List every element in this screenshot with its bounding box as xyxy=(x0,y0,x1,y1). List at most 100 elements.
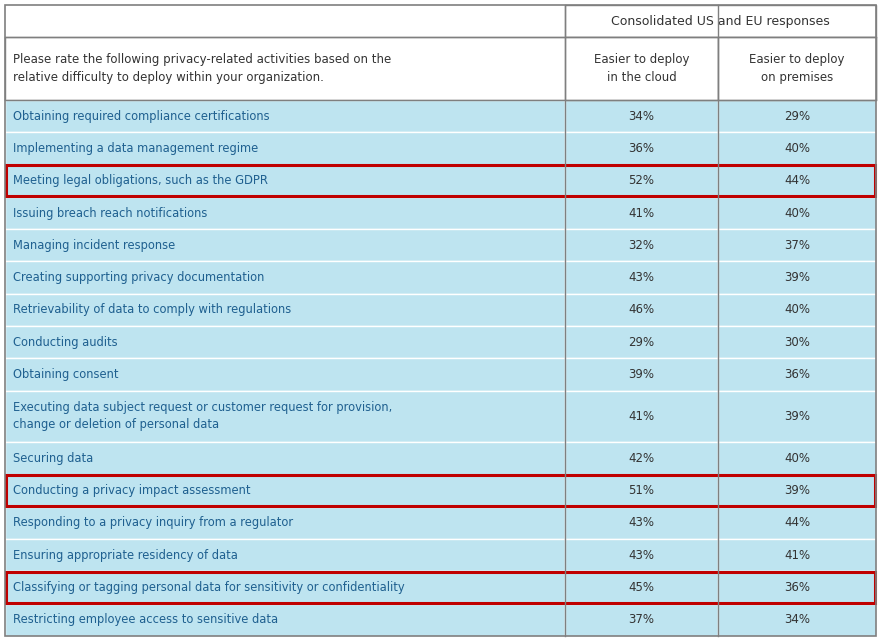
Bar xyxy=(565,5,876,37)
Bar xyxy=(718,262,876,294)
Bar xyxy=(5,539,565,571)
Bar xyxy=(565,390,718,442)
Text: Easier to deploy
in the cloud: Easier to deploy in the cloud xyxy=(594,53,689,84)
Text: Retrievability of data to comply with regulations: Retrievability of data to comply with re… xyxy=(13,303,292,317)
Bar xyxy=(718,165,876,197)
Bar xyxy=(718,390,876,442)
Text: 29%: 29% xyxy=(784,110,810,122)
Text: 46%: 46% xyxy=(628,303,655,317)
Bar xyxy=(718,442,876,474)
Text: 44%: 44% xyxy=(784,174,810,187)
Text: Executing data subject request or customer request for provision,
change or dele: Executing data subject request or custom… xyxy=(13,401,392,431)
Bar xyxy=(5,100,565,132)
Bar xyxy=(5,604,565,636)
Text: Conducting audits: Conducting audits xyxy=(13,336,118,349)
Bar xyxy=(5,165,565,197)
Text: 43%: 43% xyxy=(628,271,655,284)
Bar xyxy=(718,507,876,539)
Text: Creating supporting privacy documentation: Creating supporting privacy documentatio… xyxy=(13,271,264,284)
Text: 32%: 32% xyxy=(628,239,655,252)
Bar xyxy=(5,390,565,442)
Bar xyxy=(718,229,876,262)
Bar xyxy=(565,507,718,539)
Bar xyxy=(718,326,876,358)
Bar xyxy=(565,442,718,474)
Bar xyxy=(565,37,718,100)
Bar xyxy=(5,474,565,507)
Bar xyxy=(5,37,876,100)
Bar xyxy=(5,507,565,539)
Text: Securing data: Securing data xyxy=(13,452,93,465)
Text: 41%: 41% xyxy=(628,410,655,423)
Bar xyxy=(565,294,718,326)
Bar xyxy=(5,571,565,604)
Text: Ensuring appropriate residency of data: Ensuring appropriate residency of data xyxy=(13,549,238,562)
Text: Consolidated US and EU responses: Consolidated US and EU responses xyxy=(611,15,830,28)
Text: Managing incident response: Managing incident response xyxy=(13,239,175,252)
Text: 40%: 40% xyxy=(784,206,810,219)
Bar xyxy=(5,442,565,474)
Bar xyxy=(565,326,718,358)
Text: 29%: 29% xyxy=(628,336,655,349)
Bar xyxy=(565,165,718,197)
Bar xyxy=(5,358,565,390)
Bar xyxy=(718,358,876,390)
Text: Obtaining consent: Obtaining consent xyxy=(13,368,119,381)
Bar xyxy=(565,604,718,636)
Text: 40%: 40% xyxy=(784,142,810,155)
Bar xyxy=(718,604,876,636)
Bar xyxy=(5,294,565,326)
Text: 39%: 39% xyxy=(784,484,810,497)
Text: 40%: 40% xyxy=(784,452,810,465)
Text: 44%: 44% xyxy=(784,517,810,529)
Text: 34%: 34% xyxy=(784,613,810,626)
Text: Classifying or tagging personal data for sensitivity or confidentiality: Classifying or tagging personal data for… xyxy=(13,581,404,594)
Bar xyxy=(565,539,718,571)
Text: 52%: 52% xyxy=(628,174,655,187)
Text: 40%: 40% xyxy=(784,303,810,317)
Text: Restricting employee access to sensitive data: Restricting employee access to sensitive… xyxy=(13,613,278,626)
Bar xyxy=(718,197,876,229)
Text: 39%: 39% xyxy=(628,368,655,381)
Bar xyxy=(565,358,718,390)
Bar xyxy=(565,132,718,165)
Text: 37%: 37% xyxy=(628,613,655,626)
Text: 42%: 42% xyxy=(628,452,655,465)
Text: 39%: 39% xyxy=(784,271,810,284)
Text: 30%: 30% xyxy=(784,336,810,349)
Bar xyxy=(6,165,875,196)
Bar xyxy=(565,100,718,132)
Bar xyxy=(718,132,876,165)
Text: 43%: 43% xyxy=(628,549,655,562)
Text: 36%: 36% xyxy=(784,581,810,594)
Bar xyxy=(565,197,718,229)
Text: 41%: 41% xyxy=(628,206,655,219)
Bar xyxy=(565,474,718,507)
Bar xyxy=(718,37,876,100)
Text: 39%: 39% xyxy=(784,410,810,423)
Text: Responding to a privacy inquiry from a regulator: Responding to a privacy inquiry from a r… xyxy=(13,517,293,529)
Bar xyxy=(5,197,565,229)
Text: Obtaining required compliance certifications: Obtaining required compliance certificat… xyxy=(13,110,270,122)
Text: Easier to deploy
on premises: Easier to deploy on premises xyxy=(749,53,845,84)
Bar xyxy=(565,262,718,294)
Bar xyxy=(5,132,565,165)
Bar xyxy=(565,571,718,604)
Bar xyxy=(5,262,565,294)
Text: 36%: 36% xyxy=(784,368,810,381)
Bar xyxy=(718,100,876,132)
Bar xyxy=(565,229,718,262)
Bar xyxy=(6,572,875,603)
Bar xyxy=(718,294,876,326)
Text: Issuing breach reach notifications: Issuing breach reach notifications xyxy=(13,206,207,219)
Bar xyxy=(718,571,876,604)
Text: Meeting legal obligations, such as the GDPR: Meeting legal obligations, such as the G… xyxy=(13,174,268,187)
Bar xyxy=(5,5,565,37)
Text: 41%: 41% xyxy=(784,549,810,562)
Text: 36%: 36% xyxy=(628,142,655,155)
Text: 43%: 43% xyxy=(628,517,655,529)
Text: 45%: 45% xyxy=(628,581,655,594)
Text: Please rate the following privacy-related activities based on the
relative diffi: Please rate the following privacy-relate… xyxy=(13,53,391,84)
Text: 37%: 37% xyxy=(784,239,810,252)
Text: Implementing a data management regime: Implementing a data management regime xyxy=(13,142,258,155)
